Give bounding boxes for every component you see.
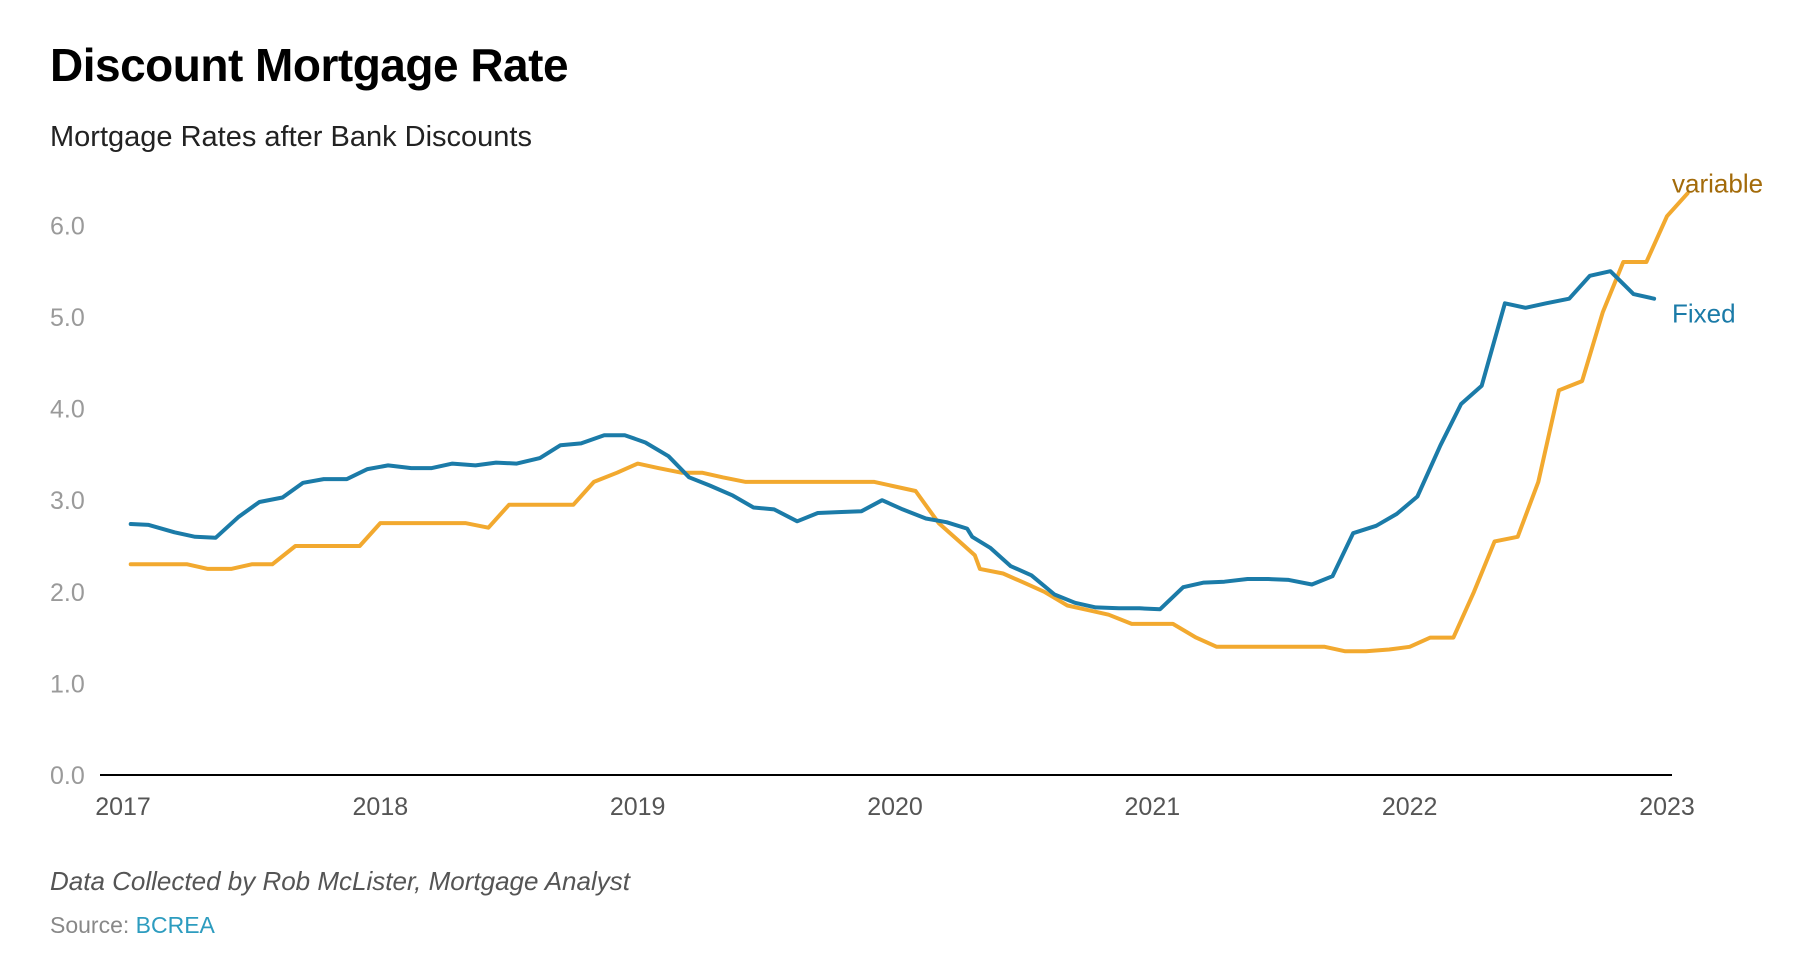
source-link[interactable]: BCREA: [135, 912, 215, 938]
x-tick-label: 2021: [1125, 793, 1181, 821]
series-line-variable: [128, 191, 1690, 654]
y-tick-label: 5.0: [50, 304, 85, 332]
y-tick-label: 1.0: [50, 670, 85, 698]
series-lines: [128, 191, 1690, 654]
x-tick-label: 2017: [95, 793, 151, 821]
chart-subtitle: Mortgage Rates after Bank Discounts: [50, 121, 532, 153]
x-axis-ticks: 2017 2018 2019 2020 2021 2022 2023: [95, 793, 1695, 821]
y-tick-label: 6.0: [50, 212, 85, 240]
y-tick-label: 3.0: [50, 487, 85, 515]
series-line-fixed: [128, 269, 1657, 612]
y-tick-label: 4.0: [50, 396, 85, 424]
y-tick-label: 0.0: [50, 762, 85, 790]
source-prefix: Source:: [50, 912, 130, 938]
y-tick-label: 2.0: [50, 579, 85, 607]
x-tick-label: 2023: [1639, 793, 1695, 821]
series-label-variable: variable: [1672, 168, 1763, 198]
x-tick-label: 2020: [867, 793, 923, 821]
chart-title: Discount Mortgage Rate: [50, 39, 569, 91]
y-axis-ticks: 0.0 1.0 2.0 3.0 4.0 5.0 6.0: [50, 212, 85, 790]
x-tick-label: 2022: [1382, 793, 1438, 821]
series-label-fixed: Fixed: [1672, 299, 1736, 329]
source-line: Source: BCREA: [50, 912, 215, 939]
series-labels: variable Fixed: [1672, 168, 1763, 328]
x-tick-label: 2019: [610, 793, 666, 821]
x-tick-label: 2018: [353, 793, 409, 821]
data-credit-note: Data Collected by Rob McLister, Mortgage…: [50, 866, 630, 896]
